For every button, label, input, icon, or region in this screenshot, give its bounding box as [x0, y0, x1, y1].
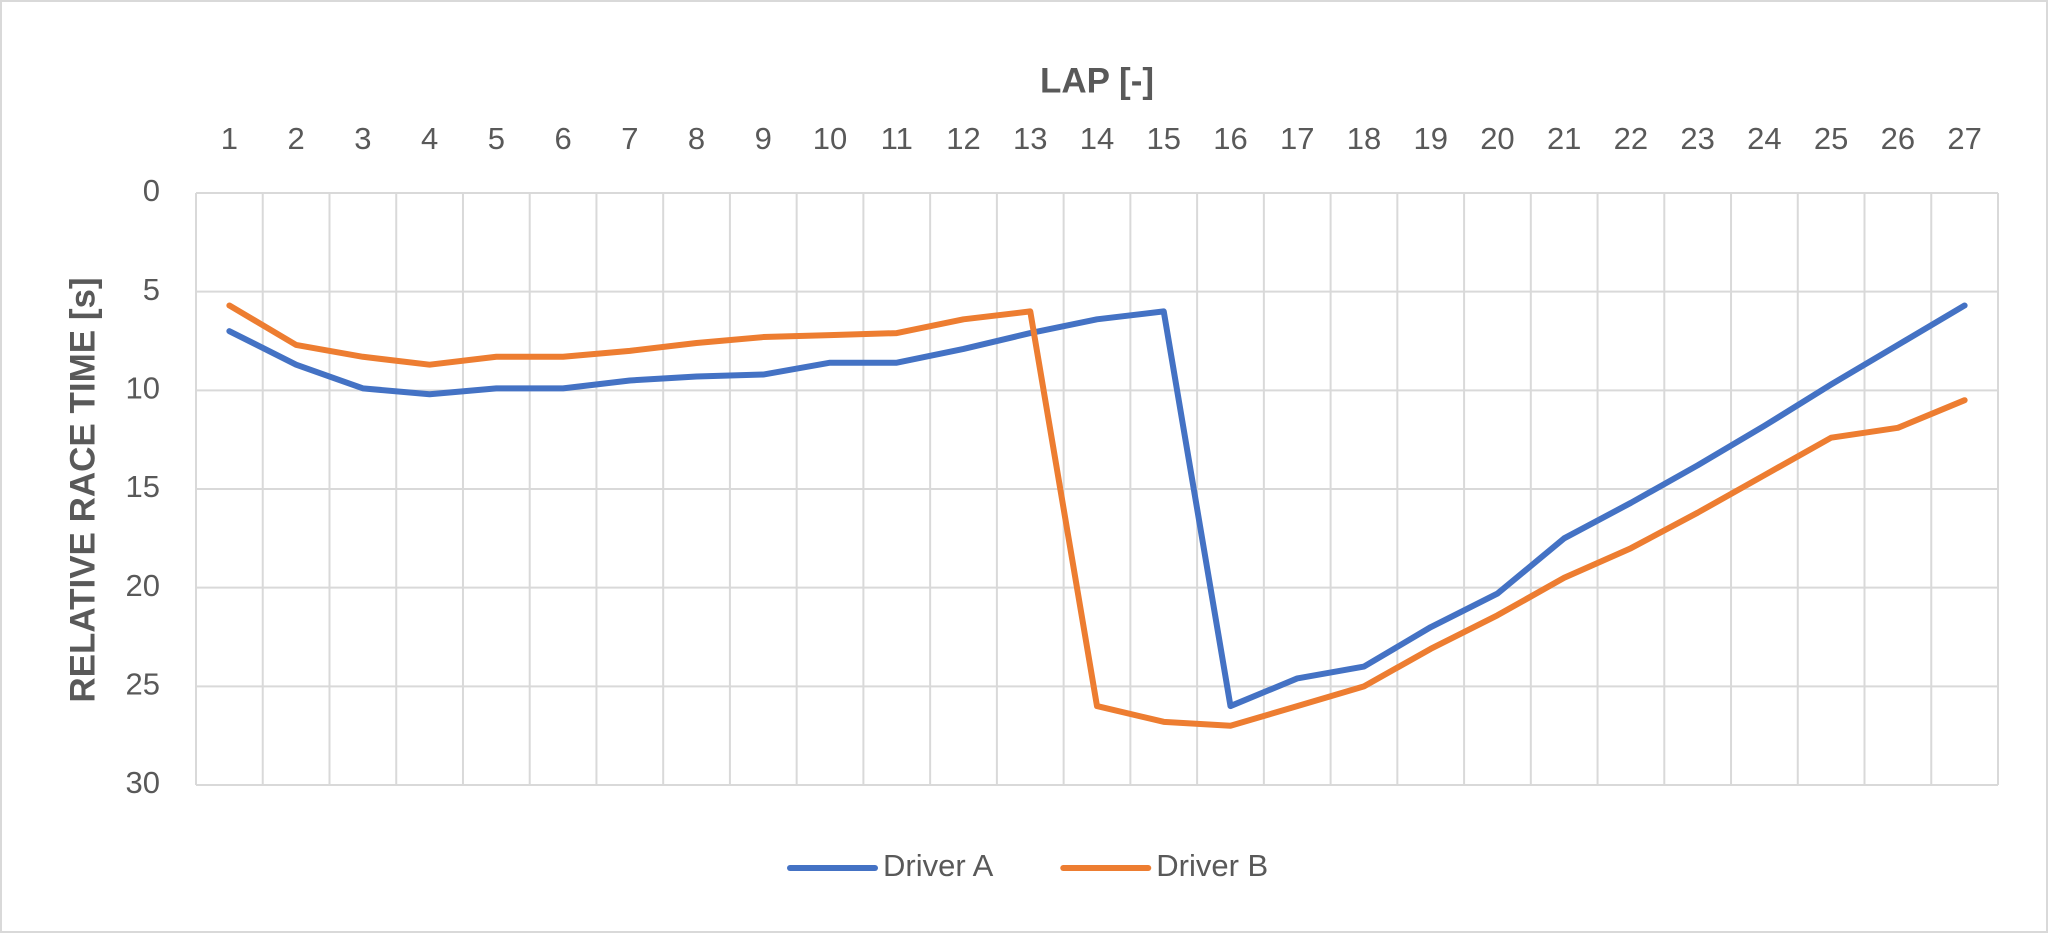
x-tick-label: 24	[1747, 121, 1781, 156]
x-tick-label: 6	[554, 121, 571, 156]
x-tick-label: 11	[881, 121, 913, 156]
y-tick-label: 10	[126, 371, 160, 406]
x-tick-label: 14	[1080, 121, 1114, 156]
y-tick-label: 0	[143, 173, 160, 208]
x-tick-label: 10	[813, 121, 847, 156]
x-tick-label: 25	[1814, 121, 1848, 156]
x-tick-label: 12	[946, 121, 980, 156]
x-tick-label: 3	[354, 121, 371, 156]
x-tick-label: 16	[1213, 121, 1247, 156]
y-axis-title: RELATIVE RACE TIME [s]	[63, 277, 102, 702]
x-tick-label: 19	[1413, 121, 1447, 156]
y-tick-label: 15	[126, 469, 160, 504]
x-tick-label: 18	[1347, 121, 1381, 156]
x-tick-label: 5	[488, 121, 505, 156]
x-tick-label: 8	[688, 121, 705, 156]
x-tick-label: 9	[755, 121, 772, 156]
x-tick-label: 21	[1547, 121, 1581, 156]
y-tick-label: 20	[126, 568, 160, 603]
x-tick-label: 27	[1947, 121, 1981, 156]
y-tick-label: 30	[126, 765, 160, 800]
series-line	[226, 302, 1968, 729]
x-tick-label: 26	[1881, 121, 1915, 156]
x-tick-label: 4	[421, 121, 438, 156]
x-tick-label: 13	[1013, 121, 1047, 156]
y-tick-label: 25	[126, 667, 160, 702]
x-tick-label: 7	[621, 121, 638, 156]
x-tick-label: 2	[287, 121, 304, 156]
x-tick-label: 17	[1280, 121, 1314, 156]
x-tick-label: 23	[1680, 121, 1714, 156]
x-tick-label: 1	[221, 121, 238, 156]
y-tick-label: 5	[143, 272, 160, 307]
legend-label: Driver A	[883, 848, 994, 883]
series-line	[226, 302, 1968, 710]
x-axis-title: LAP [-]	[1040, 61, 1154, 100]
x-tick-label: 20	[1480, 121, 1514, 156]
x-tick-label: 15	[1146, 121, 1180, 156]
legend-label: Driver B	[1156, 848, 1268, 883]
x-tick-label: 22	[1614, 121, 1648, 156]
